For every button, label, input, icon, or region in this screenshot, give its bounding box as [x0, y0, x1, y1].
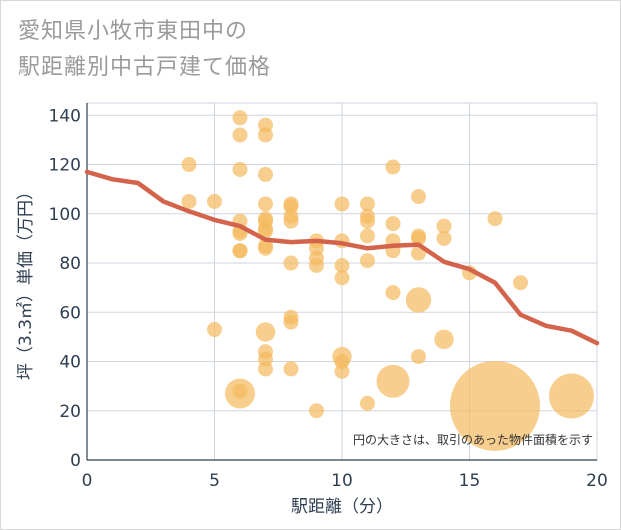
x-tick-label: 5: [209, 471, 220, 491]
bubble-point: [207, 193, 222, 209]
x-tick-labels: 0 5 10 15 20: [82, 471, 608, 491]
bubble-point: [360, 253, 375, 269]
bubble-point: [232, 243, 248, 259]
bubble-point: [434, 329, 454, 350]
bubble-point: [334, 270, 350, 286]
bubble-point: [255, 322, 276, 342]
title-line-1: 愛知県小牧市東田中の: [18, 19, 249, 44]
bubble-point: [181, 157, 197, 173]
bubble-point: [283, 213, 299, 229]
bubble-point: [385, 216, 401, 232]
y-tick-label: 100: [49, 205, 81, 225]
y-tick-label: 140: [49, 106, 81, 126]
bubble-point: [258, 127, 273, 143]
bubble-point: [360, 228, 375, 244]
bubble-point: [436, 230, 452, 246]
bubble-point: [549, 373, 594, 419]
trend-line: [84, 169, 600, 346]
bubble-point: [436, 218, 452, 234]
bubble-point: [283, 255, 299, 271]
bubble-point: [232, 110, 248, 126]
bubble-point: [450, 360, 540, 451]
bubble-point: [360, 213, 375, 229]
bubble-point: [385, 285, 401, 301]
bubble-point: [232, 383, 248, 399]
title-line-2: 駅距離別中古戸建て価格: [18, 55, 272, 80]
x-tick-label: 15: [459, 471, 481, 491]
bubble-point: [232, 161, 248, 177]
bubble-series: [181, 110, 594, 451]
bubble-point: [258, 196, 273, 212]
bubble-point: [181, 193, 197, 209]
bubble-point: [283, 361, 299, 377]
y-tick-label: 20: [59, 402, 81, 422]
bubble-point: [385, 159, 401, 175]
bubble-point: [309, 403, 324, 419]
bubble-point: [258, 223, 273, 239]
y-tick-label: 40: [59, 353, 81, 373]
bubble-point: [334, 363, 350, 379]
bubble-point: [309, 257, 324, 273]
y-tick-labels: 0 20 40 60 80 100 120 140: [49, 106, 81, 471]
bubble-point: [334, 257, 350, 273]
y-tick-label: 60: [59, 303, 81, 323]
bubble-point: [376, 364, 410, 398]
bubble-size-note: 円の大きさは、取引のあった物件面積を示す: [353, 432, 593, 447]
y-tick-label: 120: [49, 156, 81, 176]
bubble-point: [258, 361, 273, 377]
bubble-point: [411, 230, 426, 246]
x-tick-label: 20: [586, 471, 608, 491]
bubble-point: [258, 166, 273, 182]
bubble-point: [232, 127, 248, 143]
y-tick-label: 80: [59, 254, 81, 274]
bubble-point: [487, 211, 503, 227]
x-axis-label: 駅距離（分）: [291, 497, 393, 517]
bubble-point: [334, 196, 350, 212]
bubble-point: [258, 240, 273, 256]
bubble-point: [411, 349, 426, 365]
y-axis-label: 坪（3.3㎡）単価（万円）: [16, 183, 36, 380]
x-tick-label: 10: [331, 471, 353, 491]
bubble-point: [411, 189, 426, 205]
y-tick-label: 0: [70, 451, 81, 471]
bubble-point: [283, 314, 299, 330]
bubble-point: [405, 287, 432, 313]
bubble-point: [513, 275, 528, 291]
chart-title: 愛知県小牧市東田中の 駅距離別中古戸建て価格: [18, 14, 271, 86]
bubble-point: [207, 322, 222, 338]
x-tick-label: 0: [82, 471, 93, 491]
bubble-point: [360, 395, 375, 411]
bubble-point: [360, 196, 375, 212]
